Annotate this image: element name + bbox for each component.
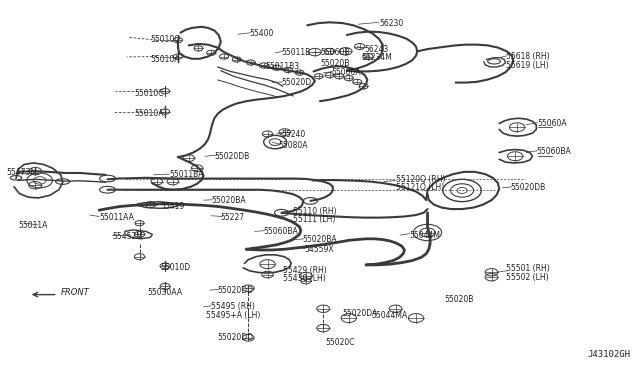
Text: 55010A: 55010A [134,109,164,118]
Text: 55011A: 55011A [18,221,47,230]
Text: 55020C: 55020C [325,338,355,347]
Text: 55020DD: 55020DD [218,286,253,295]
Text: 55227: 55227 [221,213,245,222]
Text: 55020B: 55020B [445,295,474,304]
Text: 55044MA: 55044MA [371,311,408,320]
Text: 54559X: 54559X [304,245,333,254]
Text: 55020DA: 55020DA [342,309,378,318]
Text: 55060B: 55060B [320,48,349,57]
Text: 55010D: 55010D [160,263,190,272]
Text: 55011B: 55011B [282,48,311,57]
Text: 55010C: 55010C [134,89,164,97]
Text: 56234M: 56234M [362,53,392,62]
Text: 55501 (RH): 55501 (RH) [506,264,549,273]
Text: 55020B: 55020B [320,59,349,68]
Text: 55060A: 55060A [332,68,361,77]
Text: 55110 (RH): 55110 (RH) [293,207,337,216]
Text: 55011B3: 55011B3 [266,62,300,71]
Text: 55020DD: 55020DD [218,333,253,342]
Text: 55020BA: 55020BA [303,235,337,244]
Text: 55080A: 55080A [278,141,308,150]
Text: 56243: 56243 [365,45,389,54]
Text: 55452M: 55452M [112,232,143,241]
Text: 55020DB: 55020DB [214,152,250,161]
Text: 55044M: 55044M [410,231,440,240]
Text: 55400: 55400 [250,29,274,38]
Text: 55011AA: 55011AA [99,213,134,222]
Text: 55060BA: 55060BA [536,147,571,156]
Text: 55011BA: 55011BA [170,170,204,179]
Text: 55502 (LH): 55502 (LH) [506,273,548,282]
Text: J43102GH: J43102GH [588,350,630,359]
Text: 55430 (LH): 55430 (LH) [283,275,326,283]
Text: 55429 (RH): 55429 (RH) [283,266,326,275]
Text: FRONT: FRONT [61,288,90,296]
Text: 55010C: 55010C [150,35,180,44]
Text: 55419: 55419 [160,202,184,211]
Text: 55240: 55240 [282,130,306,139]
Text: 55495+A (LH): 55495+A (LH) [206,311,260,320]
Text: 55473M: 55473M [6,169,37,177]
Text: 55120Q (RH): 55120Q (RH) [396,175,445,184]
Text: 55010A: 55010A [150,55,180,64]
Text: 55030AA: 55030AA [147,288,182,296]
Text: 55020DB: 55020DB [511,183,546,192]
Text: 56230: 56230 [379,19,403,28]
Text: 55111 (LH): 55111 (LH) [293,215,335,224]
Text: 55495 (RH): 55495 (RH) [211,302,255,311]
Text: 55619 (LH): 55619 (LH) [506,61,548,70]
Text: 55121Q (LH): 55121Q (LH) [396,183,444,192]
Text: 55020D: 55020D [282,78,312,87]
Text: 55060BA: 55060BA [264,227,298,236]
Text: 55060A: 55060A [538,119,567,128]
Text: 55020BA: 55020BA [211,196,246,205]
Text: 55618 (RH): 55618 (RH) [506,52,549,61]
